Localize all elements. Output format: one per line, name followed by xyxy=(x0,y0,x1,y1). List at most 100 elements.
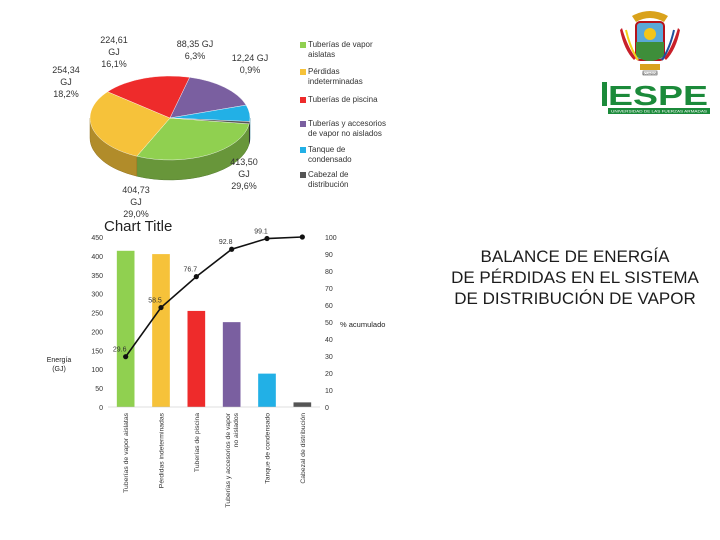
cumulative-data-label: 99.1 xyxy=(254,229,268,236)
pie-tops xyxy=(89,75,251,161)
logo-tagline: UNIVERSIDAD DE LAS FUERZAS ARMADAS xyxy=(611,110,708,114)
pie-label-value: 254,34 xyxy=(52,65,80,75)
pie-label-pct: 6,3% xyxy=(184,51,206,61)
pie-label-tanque: 88,35 GJ 6,3% xyxy=(172,38,218,62)
y-tick-label: 150 xyxy=(91,348,103,355)
legend-label: Pérdidas indeterminadas xyxy=(308,67,363,86)
pie-label-value: 404,73 xyxy=(122,185,150,195)
cumulative-point xyxy=(264,235,270,242)
pareto-chart: 0 50 100 150 200 250 300 350 400 450 0 10 20 30 40 50 60… xyxy=(91,229,337,508)
y2-tick-label: 40 xyxy=(325,337,333,344)
legend-label: Tanque de condensado xyxy=(308,145,352,164)
pie-label-pct: 0,9% xyxy=(239,65,261,75)
pie-label-pct: 18,2% xyxy=(53,89,79,99)
cumulative-data-label: 29.6 xyxy=(113,347,127,354)
pie-label-value: 224,61 xyxy=(100,35,128,45)
y-tick-label: 0 xyxy=(99,405,103,412)
y2-tick-label: 10 xyxy=(325,388,333,395)
legend-label: Cabezal de distribución xyxy=(308,170,349,189)
balance-title-line: DE PÉRDIDAS EN EL SISTEMA xyxy=(451,268,699,287)
x-tick-label: Pérdidas indeterminadas xyxy=(159,412,166,488)
y-tick-label: 100 xyxy=(91,367,103,374)
y-tick-label: 50 xyxy=(95,386,103,393)
pie-slice xyxy=(136,117,250,161)
y2-tick-label: 100 xyxy=(325,235,337,242)
legend-item: Tuberías y accesorios de vapor no aislad… xyxy=(300,119,390,139)
pie-label-indeterminadas: 404,73 GJ 29,0% xyxy=(116,184,156,220)
legend-swatch xyxy=(300,97,306,103)
cumulative-point xyxy=(299,234,305,240)
bar xyxy=(222,322,241,407)
y2-axis-title: % acumulado xyxy=(340,320,386,329)
y2-tick-label: 0 xyxy=(325,405,329,412)
pie-label-value: 413,50 xyxy=(230,157,258,167)
pie-label-pct: 29,6% xyxy=(231,181,257,191)
cumulative-point xyxy=(123,354,129,360)
y-tick-label: 350 xyxy=(91,273,103,280)
y-axis-title: Energía (GJ) xyxy=(46,357,72,373)
balance-title-line: DE DISTRIBUCIÓN DE VAPOR xyxy=(454,289,696,308)
bar xyxy=(293,402,312,407)
cumulative-data-label: 76.7 xyxy=(184,267,198,274)
y-tick-label: 450 xyxy=(91,235,103,242)
pie-label-value: 88,35 GJ xyxy=(176,39,214,49)
bar xyxy=(152,254,170,407)
legend-swatch xyxy=(300,147,306,153)
bar xyxy=(258,373,276,407)
logo-brand: ESPE xyxy=(608,80,708,111)
pie-label-value: 12,24 GJ xyxy=(231,53,269,63)
pie-label-pct: 16,1% xyxy=(101,59,127,69)
bar xyxy=(116,250,135,407)
legend-item: Cabezal de distribución xyxy=(300,170,390,190)
y-tick-label: 300 xyxy=(91,292,103,299)
legend-item: Tuberías de piscina xyxy=(300,95,390,105)
y2-tick-label: 50 xyxy=(325,320,333,327)
y-tick-label: 400 xyxy=(91,254,103,261)
pie-label-unit: GJ xyxy=(238,169,250,179)
pie-label-unit: GJ xyxy=(108,47,120,57)
legend-swatch xyxy=(300,42,306,48)
pie-label-vapor-aislatas: 413,50 GJ 29,6% xyxy=(224,156,264,192)
chart-title: Chart Title xyxy=(104,218,173,235)
y-tick-label: 200 xyxy=(91,329,103,336)
x-tick-label-group: Tanque de condensado xyxy=(265,413,272,484)
pie-chart xyxy=(89,75,251,181)
legend-item: Pérdidas indeterminadas xyxy=(300,67,390,87)
y2-tick-label: 20 xyxy=(325,371,333,378)
x-tick-label-group: Tuberías y accesorios de vapor no aislado… xyxy=(225,412,240,507)
legend-label: Tuberías de vapor aislatas xyxy=(308,40,373,59)
y2-tick-label: 90 xyxy=(325,252,333,259)
pie-slice xyxy=(169,117,250,125)
legend-label: Tuberías de piscina xyxy=(308,95,378,104)
pie-label-accesorios: 224,61 GJ 16,1% xyxy=(94,34,134,70)
espe-logo: ECUADOR ESPE UNIVERSIDAD DE LAS FUERZAS … xyxy=(600,8,715,123)
x-tick-label: Tuberías de vapor aislatas xyxy=(123,412,130,492)
legend-swatch xyxy=(300,172,306,178)
y2-tick-label: 80 xyxy=(325,269,333,276)
legend-label: Tuberías y accesorios de vapor no aislad… xyxy=(308,119,386,138)
cumulative-line xyxy=(125,236,303,358)
pie-label-piscina: 254,34 GJ 18,2% xyxy=(48,64,84,100)
pie-label-pct: 29,0% xyxy=(123,209,149,219)
legend-swatch xyxy=(300,69,306,75)
pie-label-unit: GJ xyxy=(60,77,72,87)
legend-item: Tuberías de vapor aislatas xyxy=(300,40,390,60)
legend-swatch xyxy=(300,121,306,127)
x-tick-label-group: Pérdidas indeterminadas xyxy=(159,412,166,488)
x-tick-label: no aislados xyxy=(233,412,240,447)
pie-slice xyxy=(169,77,247,119)
y-tick-label: 250 xyxy=(91,311,103,318)
pie-slice xyxy=(89,91,171,157)
pie-label-unit: GJ xyxy=(130,197,142,207)
x-tick-label: Tuberías y accesorios de vapor xyxy=(225,412,232,507)
x-tick-label-group: Cabezal de distribución xyxy=(300,413,307,484)
cumulative-point xyxy=(193,274,199,280)
y2-tick-label: 70 xyxy=(325,286,333,293)
bar xyxy=(187,310,206,407)
pie-legend: Tuberías de vapor aislatas Pérdidas inde… xyxy=(300,40,390,196)
legend-item: Tanque de condensado xyxy=(300,145,390,165)
x-tick-label-group: Tuberías de piscina xyxy=(194,413,201,472)
cumulative-data-label: 92.8 xyxy=(219,239,233,246)
pie-slice xyxy=(107,75,190,119)
pie-label-cabezal: 12,24 GJ 0,9% xyxy=(228,52,272,76)
